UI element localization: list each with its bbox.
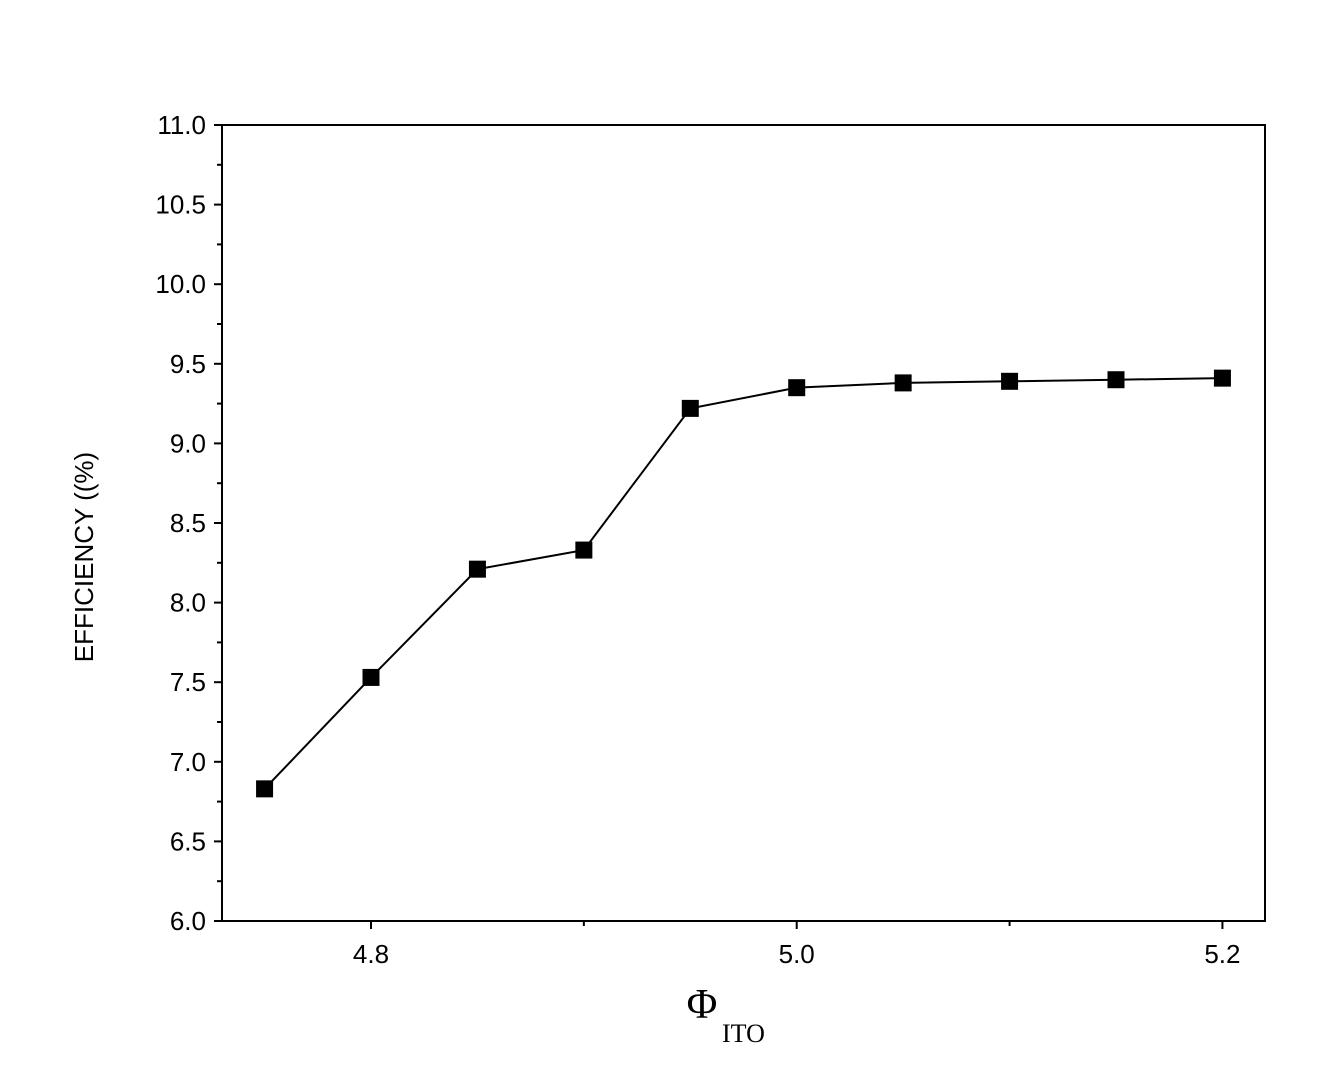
y-tick-label: 6.5 <box>170 826 206 856</box>
x-axis-label-subscript: ITO <box>722 1019 765 1048</box>
y-tick-label: 9.0 <box>170 428 206 458</box>
x-axis-label: Φ <box>687 982 718 1028</box>
y-tick-label: 11.0 <box>157 110 206 140</box>
line <box>263 377 1223 790</box>
marker <box>894 374 912 392</box>
x-tick-label: 5.0 <box>779 939 815 969</box>
x-tick-label: 4.8 <box>353 939 389 969</box>
marker <box>788 379 806 397</box>
x-tick-label: 5.2 <box>1204 939 1240 969</box>
y-axis-label: EFFICIENCY ((%) <box>69 452 99 662</box>
marker <box>256 780 274 798</box>
y-tick-label: 10.0 <box>155 269 206 299</box>
marker <box>575 541 593 559</box>
y-tick-label: 7.5 <box>170 667 206 697</box>
marker <box>468 560 486 578</box>
y-tick-label: 9.5 <box>170 349 206 379</box>
y-tick-label: 10.5 <box>155 190 206 220</box>
y-tick-label: 8.0 <box>170 588 206 618</box>
marker <box>1001 372 1019 390</box>
marker <box>1213 369 1231 387</box>
y-tick-label: 8.5 <box>170 508 206 538</box>
y-tick-label: 6.0 <box>170 906 206 936</box>
marker <box>362 668 380 686</box>
plot-frame <box>221 124 1266 922</box>
marker <box>681 399 699 417</box>
marker <box>1107 371 1125 389</box>
y-tick-label: 7.0 <box>170 747 206 777</box>
